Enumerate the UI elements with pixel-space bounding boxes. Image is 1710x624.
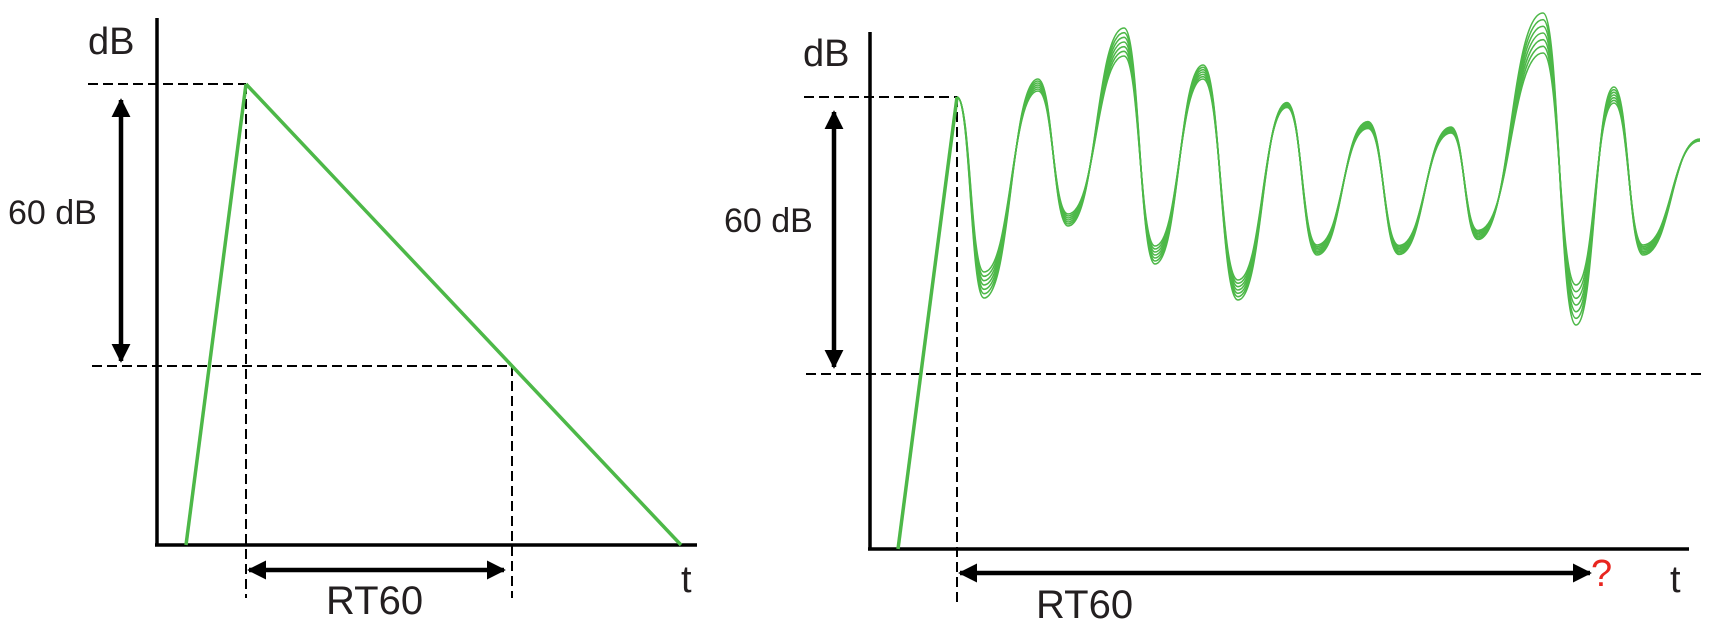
left-y-axis-label: dB [88,21,134,63]
right-60db-label: 60 dB [724,202,813,240]
fluctuating-decay-curve [956,32,1701,306]
left-rt60-label: RT60 [326,579,423,623]
right-y-axis-label: dB [803,33,849,75]
fluctuating-decay-curve [956,52,1701,286]
fluctuating-decay-curve [956,38,1701,300]
right-fluctuating-decay-curves [956,12,1701,326]
left-60db-label: 60 dB [8,194,97,232]
left-linear-decay-curve [244,82,683,547]
right-x-axis-label: t [1670,559,1681,601]
right-rt60-label: RT60 [1036,583,1133,624]
left-diagram: dB 60 dB RT60 t [8,18,697,623]
unknown-rt60-question-mark: ? [1591,553,1612,595]
fluctuating-decay-curve [956,45,1701,293]
left-rise-curve [184,83,248,546]
right-rise-curve [896,96,959,550]
left-x-axis-label: t [681,559,692,601]
right-diagram: dB 60 dB RT60 ? t [724,12,1706,624]
